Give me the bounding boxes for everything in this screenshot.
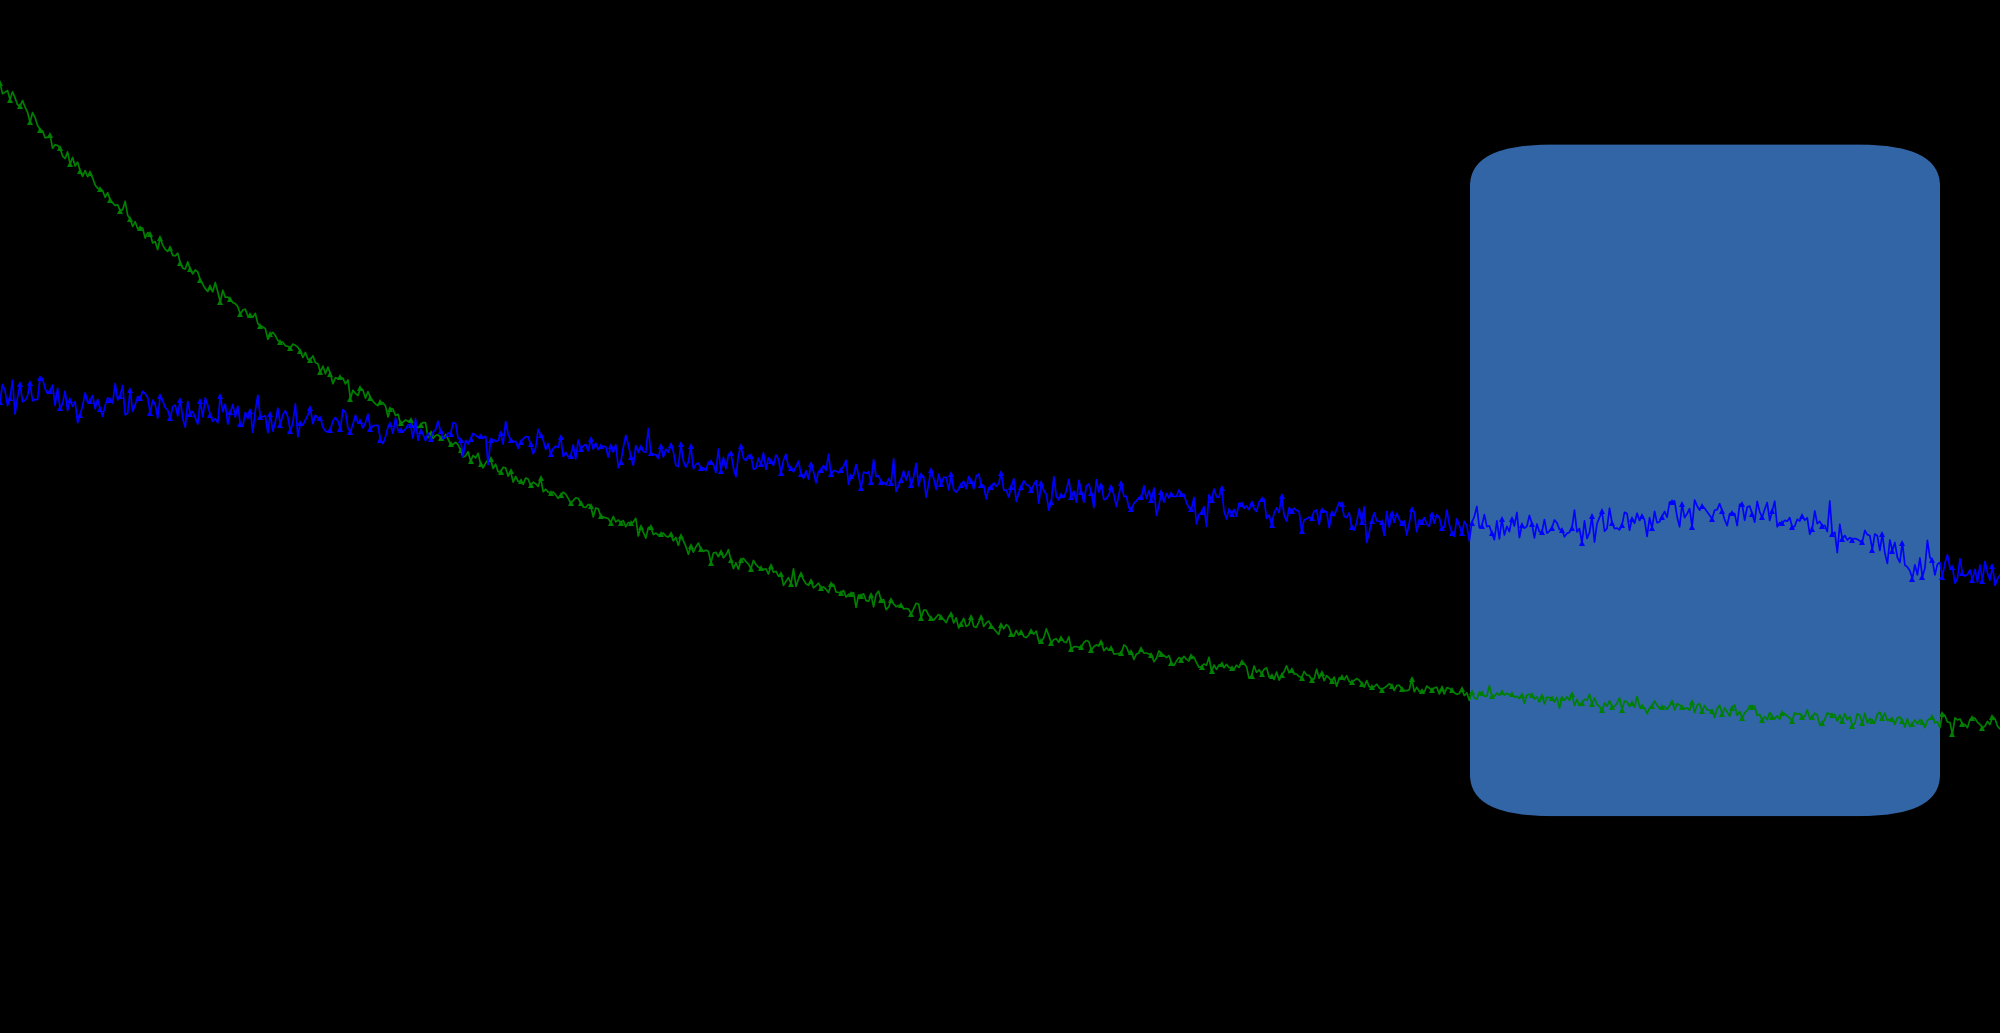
FancyBboxPatch shape <box>1470 145 1940 816</box>
